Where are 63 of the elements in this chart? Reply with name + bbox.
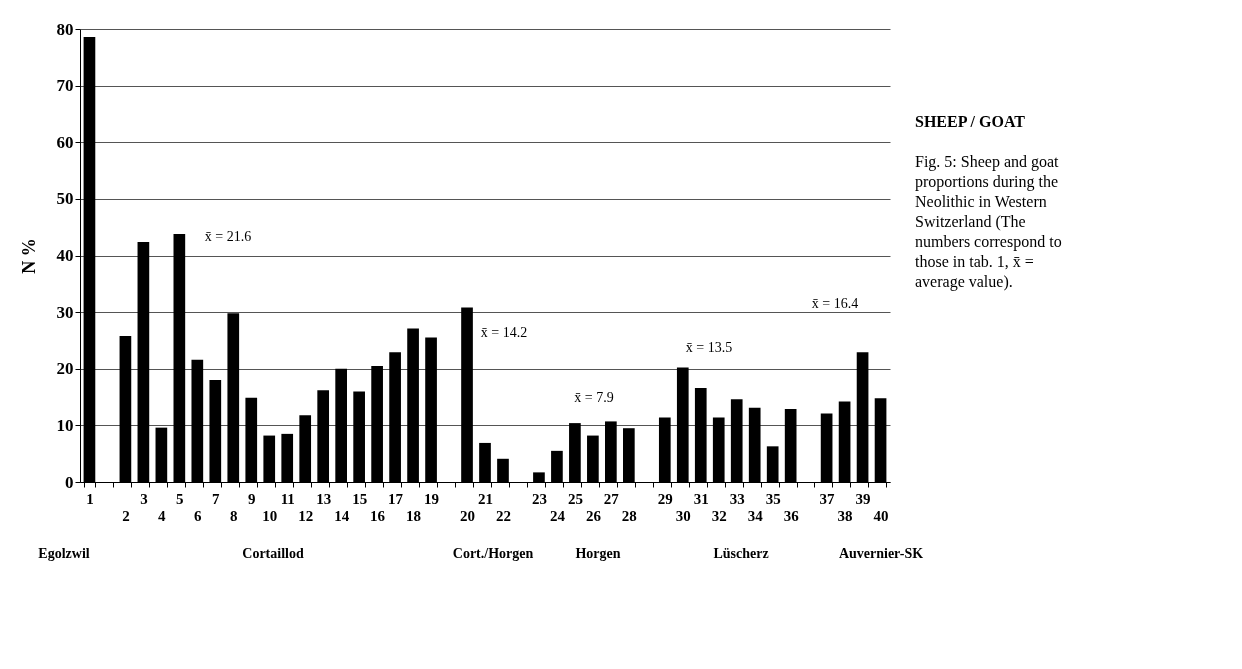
text: Egolzwil (38, 546, 90, 561)
y-tick-label: 30 (56, 302, 74, 322)
x-tick-label: 3 (140, 490, 148, 507)
x-tick-label: 21 (478, 490, 493, 507)
y-tick-label: 60 (56, 132, 74, 152)
y-tick-label: 20 (56, 359, 74, 379)
x-tick-label: 9 (248, 490, 256, 507)
x-tick-label: 12 (298, 507, 314, 524)
x-tick-label: 29 (657, 490, 673, 507)
y-tick-label: 70 (56, 76, 74, 96)
x-tick-label: 40 (873, 507, 889, 524)
text: SHEEP / GOAT (915, 113, 1026, 130)
x-tick-label: 8 (230, 507, 238, 524)
x-tick-label: 37 (819, 490, 836, 507)
annotation: x̄ = 14.2 (480, 325, 528, 340)
x-tick-label: 13 (316, 490, 332, 507)
x-tick-label: 38 (837, 507, 853, 524)
x-tick-label: 20 (460, 507, 476, 524)
x-tick-label: 32 (711, 507, 727, 524)
x-tick-label: 39 (855, 490, 871, 507)
y-tick-label: 80 (56, 19, 74, 39)
x-tick-label: 19 (424, 490, 440, 507)
annotation: x̄ = 7.9 (574, 390, 614, 405)
x-tick-label: 25 (567, 490, 583, 507)
x-tick-label: 1 (86, 490, 94, 507)
x-tick-label: 30 (675, 507, 691, 524)
text: Auvernier-SK (838, 546, 924, 561)
x-tick-label: 31 (693, 490, 709, 507)
x-tick-label: 27 (603, 490, 620, 507)
x-tick-label: 26 (585, 507, 602, 524)
x-tick-label: 2 (122, 507, 130, 524)
annotation: x̄ = 21.6 (204, 229, 252, 244)
x-tick-label: 17 (388, 490, 404, 507)
x-tick-label: 22 (495, 507, 511, 524)
y-tick-label: 40 (56, 246, 74, 265)
x-tick-label: 36 (783, 507, 800, 524)
x-tick-label: 23 (531, 490, 547, 507)
y-tick-label: 50 (56, 189, 74, 209)
y-tick-label: 0 (65, 472, 74, 492)
x-tick-label: 4 (158, 507, 167, 524)
x-tick-label: 10 (262, 507, 278, 524)
y-axis-title: N % (18, 238, 39, 274)
x-tick-label: 33 (729, 490, 745, 507)
x-tick-label: 15 (352, 490, 368, 507)
x-tick-label: 5 (176, 490, 184, 507)
x-tick-label: 35 (765, 490, 781, 507)
text: Fig. 5: Sheep and goat proportions during the Neolithic in Western Switzerland (The numbers correspond to those in tab. 1, x̄ = average value). (915, 153, 1062, 291)
x-tick-label: 14 (334, 507, 350, 524)
text: Lüscherz (713, 546, 769, 561)
annotation: x̄ = 13.5 (685, 340, 733, 355)
text: Cortaillod (242, 546, 304, 561)
text: Horgen (575, 546, 621, 561)
y-tick-label: 10 (56, 415, 74, 435)
x-tick-label: 7 (212, 490, 221, 507)
x-tick-label: 28 (621, 507, 637, 524)
x-tick-label: 16 (370, 507, 386, 524)
x-tick-label: 11 (280, 490, 295, 507)
x-tick-label: 24 (549, 507, 566, 524)
text: Cort./Horgen (452, 546, 534, 561)
x-tick-label: 34 (747, 507, 764, 524)
x-tick-label: 6 (194, 507, 203, 524)
x-tick-label: 18 (406, 507, 422, 524)
annotation: x̄ = 16.4 (811, 296, 859, 311)
